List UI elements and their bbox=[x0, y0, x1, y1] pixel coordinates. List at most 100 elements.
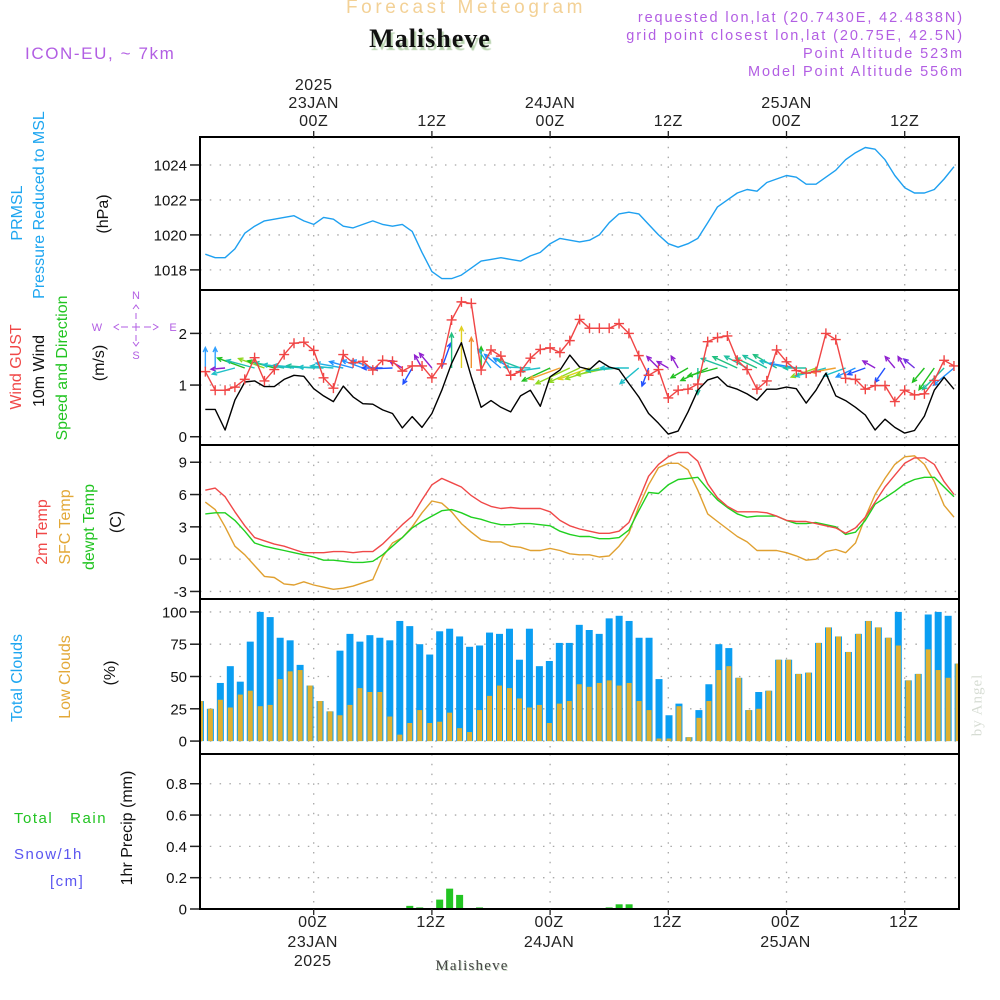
arrow-head-icon bbox=[679, 376, 686, 382]
wind-direction-arrow bbox=[458, 325, 465, 368]
y-tick-label: 1020 bbox=[154, 227, 187, 244]
arrow-shaft bbox=[712, 356, 738, 369]
panel-precip: 0 0.2 0.4 0.6 0.8 bbox=[166, 753, 960, 919]
gust-marker bbox=[259, 375, 270, 386]
arrow-shaft bbox=[210, 367, 226, 370]
arrow-head-icon bbox=[285, 363, 292, 369]
low-clouds-bar bbox=[586, 686, 592, 742]
total-clouds-bar bbox=[645, 637, 653, 742]
low-clouds-bar bbox=[217, 699, 223, 742]
arrow-head-icon bbox=[527, 375, 535, 381]
arrow-head-icon bbox=[695, 389, 701, 397]
wind10m-line bbox=[205, 342, 955, 435]
arrow-shaft bbox=[918, 367, 935, 391]
low-clouds-bar bbox=[307, 685, 313, 742]
wind-direction-arrow bbox=[212, 345, 219, 368]
arrow-head-icon bbox=[520, 376, 528, 382]
arrow-head-icon bbox=[418, 352, 425, 359]
low-clouds-bar bbox=[277, 679, 283, 742]
snow-unit-label: [cm] bbox=[50, 873, 85, 890]
gust-marker bbox=[742, 364, 753, 375]
low-clouds-bar bbox=[865, 620, 871, 742]
arrow-shaft bbox=[687, 367, 718, 377]
y-tick-label: 0.4 bbox=[166, 839, 187, 856]
low-clouds-bar bbox=[636, 701, 642, 742]
low-clouds-bar bbox=[676, 706, 682, 742]
time-label-line: 2025 bbox=[293, 953, 332, 970]
bottom-time-label: 00Z 24JAN bbox=[524, 913, 575, 952]
plot-area bbox=[200, 296, 959, 435]
total-clouds-bar bbox=[545, 661, 553, 742]
point-altitude: Point Altitude 523m bbox=[802, 46, 964, 62]
t2m-line bbox=[205, 451, 955, 554]
arrow-head-icon bbox=[224, 358, 232, 365]
top-time-label: 12Z bbox=[654, 113, 683, 131]
arrow-head-icon bbox=[846, 370, 853, 376]
time-label-line: 23JAN bbox=[288, 95, 339, 112]
gust-marker bbox=[870, 380, 881, 391]
total-rain-bar bbox=[625, 904, 633, 909]
arrow-head-icon bbox=[686, 372, 694, 378]
arrow-head-icon bbox=[261, 362, 269, 368]
gust-marker bbox=[200, 366, 211, 377]
total-clouds-bar bbox=[336, 650, 344, 742]
low-clouds-bar bbox=[835, 636, 841, 742]
wind-direction-arrow bbox=[402, 367, 413, 386]
y-tick-label: -3 bbox=[174, 584, 187, 601]
footer-location: Malisheve bbox=[435, 958, 509, 974]
y-tick-label: 2 bbox=[179, 326, 187, 343]
wind-direction-arrow bbox=[884, 355, 896, 369]
panel-frame bbox=[199, 444, 960, 600]
gust-marker bbox=[554, 347, 565, 358]
low-clouds-bar bbox=[267, 704, 273, 742]
arrow-shaft bbox=[503, 366, 531, 369]
location-title: Malisheve bbox=[369, 24, 491, 53]
low-clouds-bar bbox=[596, 682, 602, 742]
arrow-shaft bbox=[529, 367, 561, 380]
y-tick-label: 0 bbox=[179, 429, 187, 446]
arrow-head-icon bbox=[789, 372, 797, 379]
wind-direction-arrow bbox=[846, 367, 866, 376]
gust-marker bbox=[269, 364, 280, 375]
gust-marker bbox=[761, 375, 772, 386]
low-clouds-bar bbox=[845, 651, 851, 742]
compass-north-label: N bbox=[132, 290, 140, 302]
total-rain-bar bbox=[456, 894, 464, 909]
y-tick-label: 0 bbox=[179, 552, 187, 569]
gust-marker bbox=[663, 392, 674, 403]
grid-point-coordinates: grid point closest lon,lat (20.75E, 42.5… bbox=[626, 28, 964, 44]
gust-marker bbox=[889, 396, 900, 407]
arrow-head-icon bbox=[723, 355, 730, 361]
arrow-shaft bbox=[742, 354, 768, 369]
gust-marker bbox=[210, 385, 221, 396]
wind-direction-arrow bbox=[534, 367, 571, 385]
arrow-shaft bbox=[874, 367, 886, 383]
total-clouds-bar bbox=[555, 642, 563, 742]
panel-frame bbox=[199, 753, 960, 910]
plot-area bbox=[205, 146, 955, 280]
low-clouds-bar bbox=[905, 680, 911, 742]
gust-marker bbox=[732, 355, 743, 366]
low-clouds-bar bbox=[716, 670, 722, 742]
arrow-shaft bbox=[419, 352, 433, 369]
watermark: by Angel bbox=[969, 673, 986, 737]
arrow-head-icon bbox=[468, 335, 475, 343]
gust-marker bbox=[692, 379, 703, 390]
gust-marker bbox=[623, 328, 634, 339]
arrow-head-icon bbox=[492, 357, 499, 363]
gust-marker bbox=[328, 383, 339, 394]
low-clouds-bar bbox=[287, 671, 293, 742]
gust-marker bbox=[495, 351, 506, 362]
total-rain-bar bbox=[406, 905, 414, 909]
low-clouds-bar bbox=[387, 716, 393, 742]
total-clouds-bar bbox=[406, 626, 414, 742]
arrow-head-icon bbox=[212, 345, 219, 353]
arrow-head-icon bbox=[210, 370, 218, 376]
y-tick-label: 6 bbox=[179, 487, 187, 504]
low-clouds-bar bbox=[257, 706, 263, 742]
wind-direction-arrow bbox=[210, 367, 236, 376]
gust-marker bbox=[298, 337, 309, 348]
gust-marker bbox=[633, 350, 644, 361]
top-time-label: 12Z bbox=[890, 113, 919, 131]
arrow-head-icon bbox=[564, 375, 571, 381]
